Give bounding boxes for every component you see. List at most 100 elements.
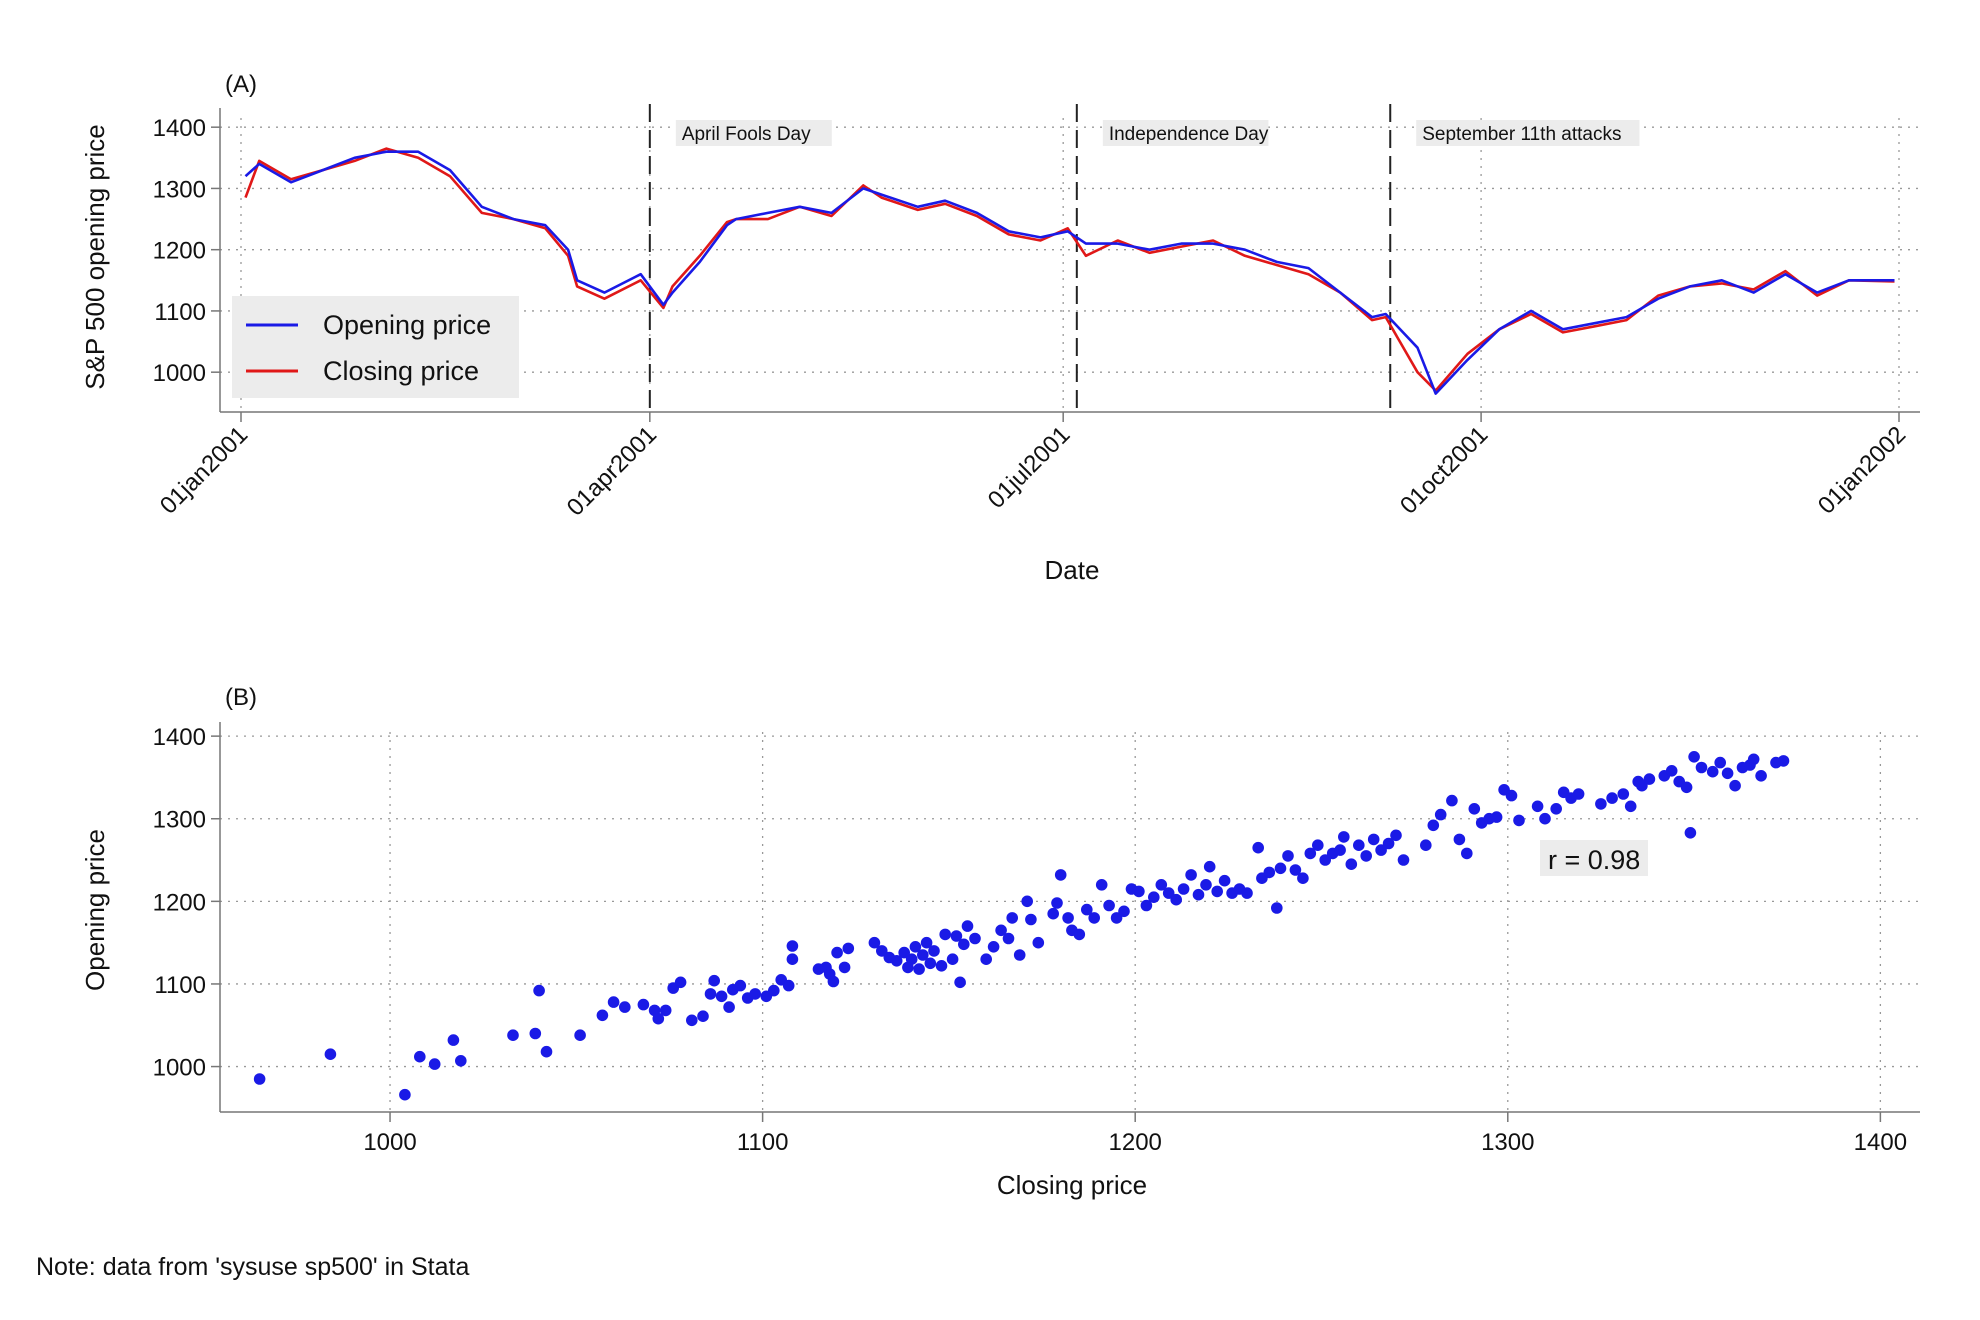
x-tick-label: 1100 (737, 1129, 789, 1156)
scatter-point (768, 984, 780, 997)
y-tick-label: 1400 (153, 724, 206, 751)
panel-b-grid (220, 732, 1920, 1112)
scatter-point (723, 1001, 735, 1013)
scatter-point (1684, 827, 1697, 839)
scatter-point (987, 941, 1000, 953)
y-tick-label: 1000 (153, 360, 206, 387)
scatter-point (1755, 770, 1767, 782)
scatter-point (1345, 858, 1358, 870)
scatter-point (935, 960, 948, 972)
scatter-point (574, 1029, 586, 1041)
panel-b-points (253, 751, 1790, 1101)
scatter-point (1319, 854, 1331, 866)
scatter-point (1289, 864, 1302, 876)
scatter-point (1680, 781, 1693, 794)
panel-b-ylabel: Opening price (80, 829, 110, 991)
scatter-point (1747, 753, 1760, 766)
scatter-point (1203, 860, 1216, 873)
scatter-point (1095, 879, 1108, 891)
scatter-point (674, 976, 687, 989)
scatter-point (1297, 872, 1309, 884)
scatter-point (1185, 869, 1197, 881)
scatter-point (1505, 789, 1518, 802)
scatter-point (1252, 841, 1264, 854)
scatter-point (917, 949, 929, 961)
scatter-point (1531, 800, 1544, 813)
scatter-point (1550, 803, 1562, 815)
scatter-point (1572, 788, 1585, 800)
scatter-point (898, 946, 910, 959)
scatter-point (1081, 903, 1093, 916)
scatter-point (708, 974, 720, 987)
scatter-point (890, 955, 903, 967)
scatter-point (1390, 829, 1402, 842)
scatter-point (786, 953, 799, 965)
scatter-point (1714, 756, 1726, 769)
scatter-point (324, 1048, 337, 1060)
panel-b: (B) 1000 1100 1200 1300 1400 1000 1100 1200 1300… (80, 684, 1920, 1200)
event-label: April Fools Day (682, 124, 811, 145)
scatter-point (697, 1010, 709, 1022)
y-tick-label: 1300 (153, 807, 206, 834)
scatter-point (782, 979, 795, 992)
scatter-point (1606, 792, 1618, 804)
scatter-point (928, 945, 940, 957)
scatter-point (831, 946, 843, 959)
scatter-point (1006, 912, 1018, 924)
y-tick-label: 1100 (154, 299, 206, 326)
scatter-point (1595, 798, 1607, 810)
scatter-point (827, 975, 840, 988)
scatter-point (414, 1050, 426, 1063)
x-tick-label: 1300 (1481, 1129, 1534, 1156)
scatter-point (1312, 839, 1324, 851)
panel-b-label: (B) (225, 684, 257, 711)
x-tick-label: 01jan2002 (1813, 421, 1911, 519)
scatter-point (1461, 847, 1473, 860)
scatter-point (1539, 812, 1551, 825)
scatter-point (913, 963, 925, 975)
scatter-point (1353, 839, 1365, 851)
event-label-background (1102, 120, 1269, 146)
annotation-r: r = 0.98 (1548, 845, 1640, 875)
scatter-point (838, 961, 851, 974)
scatter-point (652, 1012, 665, 1025)
scatter-point (607, 996, 620, 1008)
scatter-point (876, 945, 888, 957)
scatter-point (1241, 887, 1253, 899)
scatter-point (905, 953, 918, 965)
x-tick-label: 01jan2001 (155, 421, 253, 519)
scatter-point (1729, 779, 1741, 792)
x-tick-label: 01jul2001 (983, 421, 1076, 514)
scatter-point (842, 942, 855, 955)
scatter-point (1211, 885, 1223, 898)
event-label-background (675, 120, 832, 146)
scatter-point (946, 953, 959, 965)
scatter-point (958, 938, 970, 951)
scatter-point (734, 979, 747, 992)
scatter-point (1110, 912, 1123, 924)
scatter-point (1073, 928, 1086, 941)
scatter-point (1025, 913, 1037, 926)
scatter-point (540, 1045, 553, 1058)
x-tick-label: 1400 (1854, 1129, 1907, 1156)
event-label: Independence Day (1109, 124, 1269, 145)
scatter-point (455, 1055, 467, 1067)
panel-a-legend: Opening price Closing price (232, 296, 519, 398)
panel-a-event-lines: April Fools Day Independence Day September… (648, 104, 1640, 412)
scatter-point (253, 1073, 266, 1085)
scatter-point (1054, 869, 1067, 881)
scatter-point (1192, 888, 1205, 901)
scatter-point (1777, 755, 1790, 767)
panel-a-ylabel: S&P 500 opening price (80, 124, 110, 390)
scatter-point (1427, 819, 1440, 832)
scatter-point (1218, 874, 1231, 887)
scatter-point (1200, 879, 1212, 891)
scatter-point (1490, 811, 1503, 823)
scatter-point (980, 953, 992, 965)
panel-b-axes: 1000 1100 1200 1300 1400 1000 1100 1200 1300 1400 (153, 722, 1920, 1156)
panel-a-series-lines (244, 147, 1895, 395)
scatter-point (1624, 800, 1637, 813)
scatter-point (1133, 885, 1145, 898)
scatter-point (1002, 932, 1015, 945)
scatter-point (637, 998, 650, 1011)
